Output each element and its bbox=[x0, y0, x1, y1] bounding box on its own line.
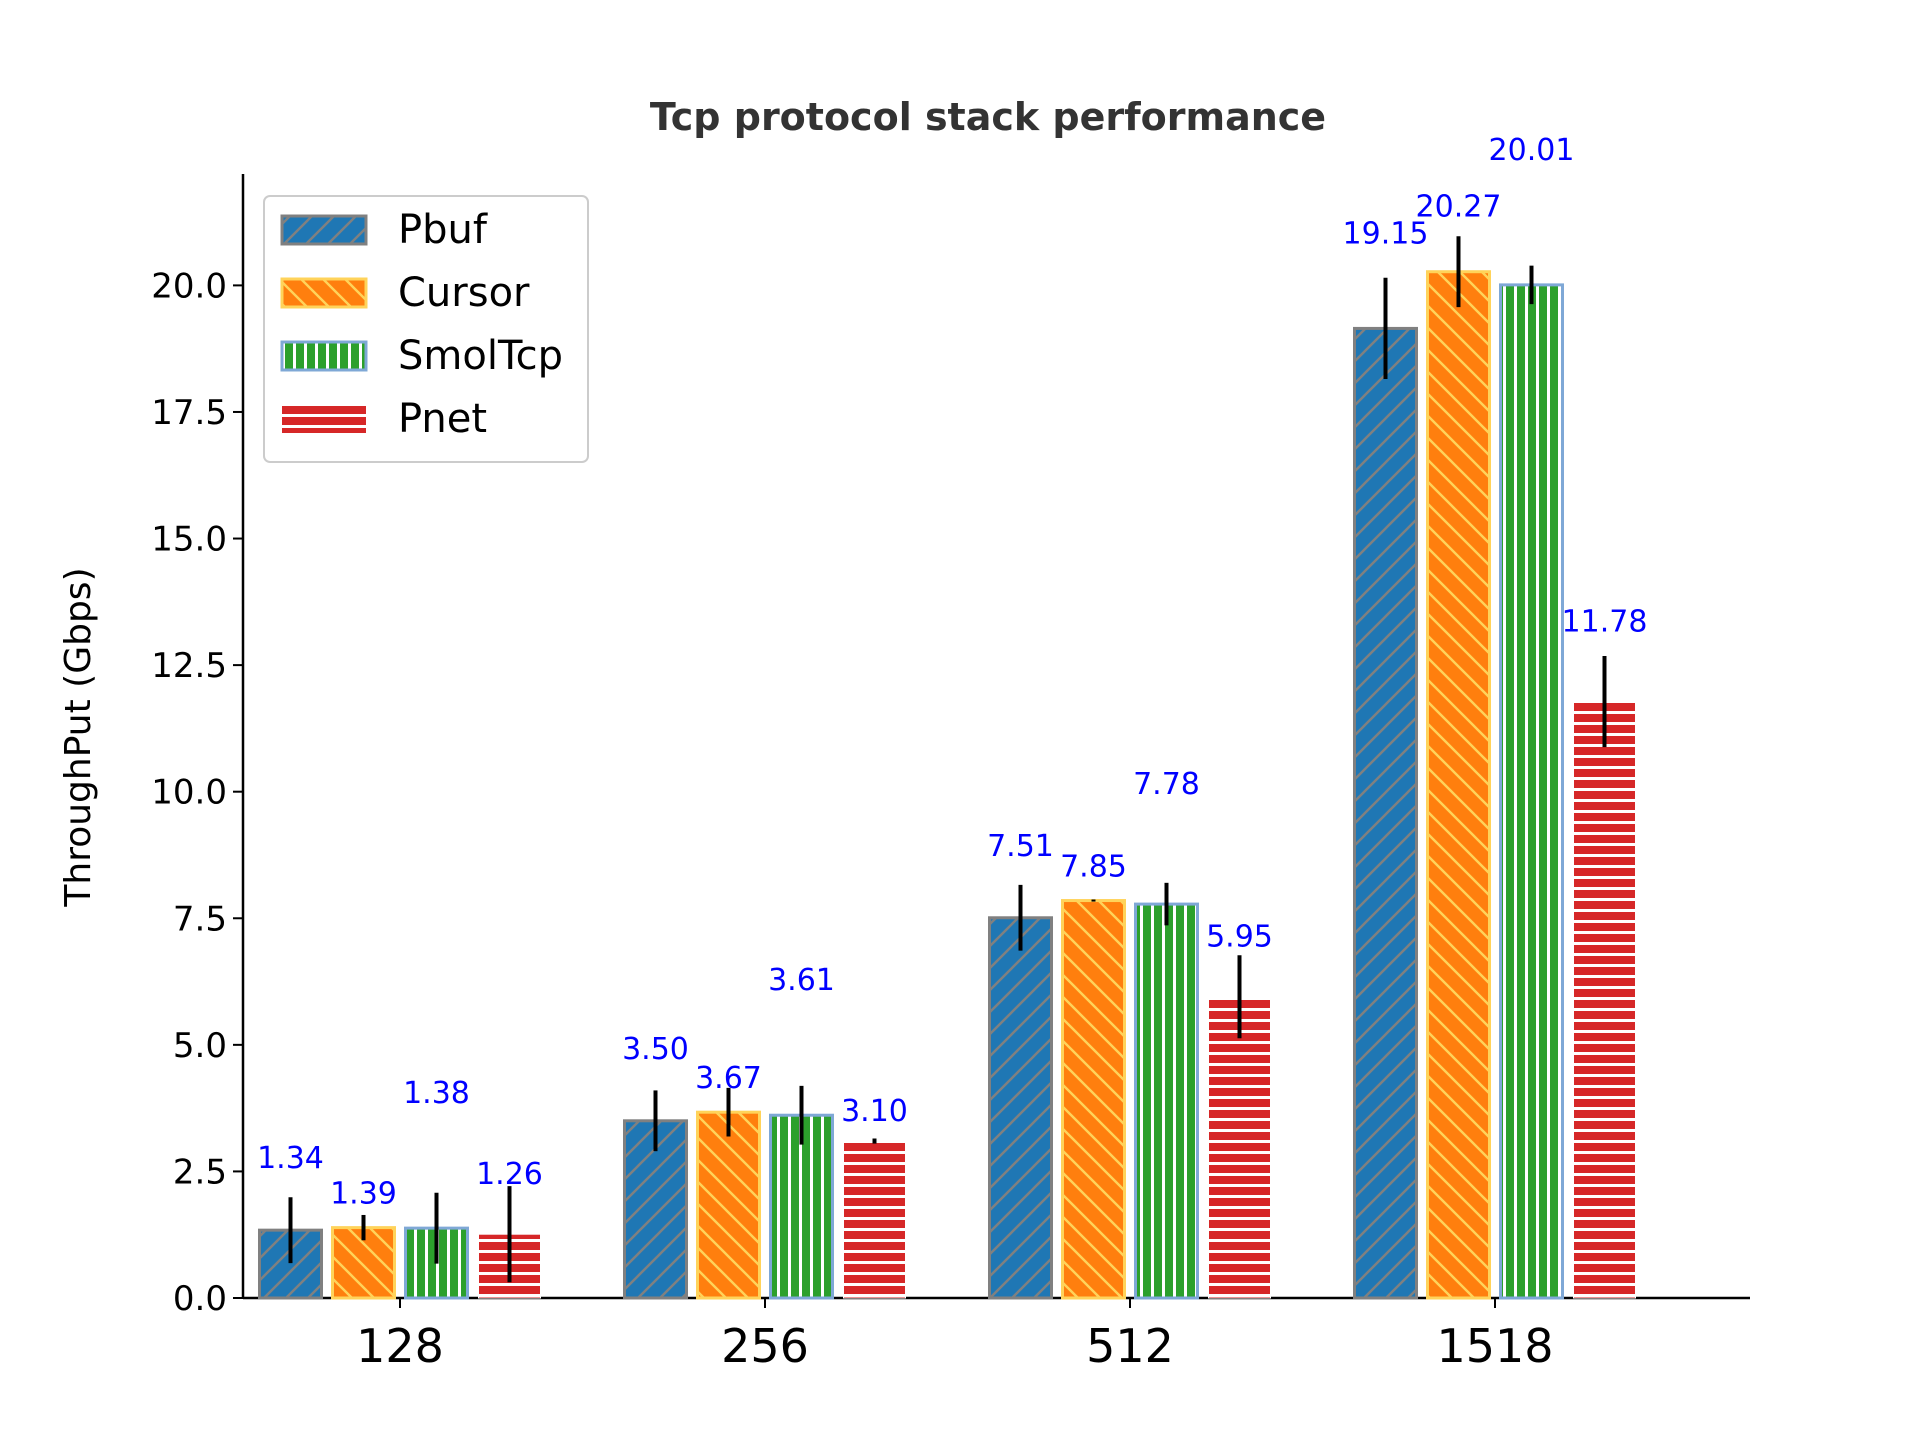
data-label: 7.78 bbox=[1133, 767, 1200, 802]
bar-pbuf-128 bbox=[258, 1228, 323, 1300]
data-label: 3.50 bbox=[622, 1032, 689, 1067]
data-label: 3.10 bbox=[841, 1094, 908, 1129]
legend-box bbox=[263, 195, 589, 463]
y-tick-label: 10.0 bbox=[151, 773, 227, 813]
data-label: 1.39 bbox=[330, 1177, 397, 1212]
legend: Pbuf Cursor SmolTcp Pnet bbox=[263, 195, 589, 463]
bar-cursor-128 bbox=[331, 1226, 396, 1300]
data-label: 3.67 bbox=[695, 1061, 762, 1096]
bar-smoltcp-512 bbox=[1134, 902, 1199, 1300]
x-tick-label: 1518 bbox=[1436, 1319, 1553, 1373]
x-tick-label: 512 bbox=[1086, 1319, 1174, 1373]
bar-smoltcp-1518 bbox=[1499, 283, 1564, 1300]
data-label: 7.85 bbox=[1060, 850, 1127, 885]
data-label: 1.26 bbox=[476, 1157, 543, 1192]
y-tick-label: 20.0 bbox=[151, 266, 227, 306]
y-tick-label: 7.5 bbox=[173, 899, 227, 939]
bar-cursor-512 bbox=[1061, 899, 1126, 1300]
plot-area: 0.0 2.5 5.0 7.5 10.0 12.5 15.0 17.5 20.0 128 256 51… bbox=[151, 133, 1750, 1373]
data-label: 20.27 bbox=[1416, 190, 1502, 225]
legend-swatch-pnet bbox=[282, 405, 366, 433]
data-label: 7.51 bbox=[987, 829, 1054, 864]
y-tick-label: 5.0 bbox=[173, 1026, 227, 1066]
bar-smoltcp-256 bbox=[769, 1113, 834, 1300]
y-tick-label: 0.0 bbox=[173, 1279, 227, 1319]
y-tick-label: 2.5 bbox=[173, 1152, 227, 1192]
bar-pbuf-512 bbox=[988, 916, 1053, 1300]
bar-pnet-1518 bbox=[1573, 701, 1636, 1299]
bar-pnet-512 bbox=[1208, 996, 1271, 1299]
legend-label-smoltcp: SmolTcp bbox=[398, 333, 563, 379]
bar-pbuf-1518 bbox=[1353, 326, 1418, 1300]
data-label: 19.15 bbox=[1343, 216, 1429, 251]
data-label: 3.61 bbox=[768, 963, 835, 998]
legend-swatch-cursor bbox=[280, 277, 368, 309]
data-label: 1.38 bbox=[403, 1076, 470, 1111]
y-tick-label: 12.5 bbox=[151, 646, 227, 686]
legend-label-pbuf: Pbuf bbox=[398, 207, 488, 253]
bar-pnet-256 bbox=[843, 1140, 906, 1299]
chart-title: Tcp protocol stack performance bbox=[650, 95, 1326, 139]
bar-cursor-256 bbox=[696, 1110, 761, 1300]
data-label: 20.01 bbox=[1489, 133, 1575, 168]
y-tick-label: 15.0 bbox=[151, 520, 227, 560]
data-label: 11.78 bbox=[1562, 605, 1648, 640]
x-tick-label: 128 bbox=[356, 1319, 444, 1373]
bar-cursor-1518 bbox=[1426, 270, 1491, 1300]
legend-swatch-smoltcp bbox=[280, 340, 368, 372]
legend-label-pnet: Pnet bbox=[398, 396, 487, 442]
data-label: 1.34 bbox=[257, 1141, 324, 1176]
legend-swatch-pbuf bbox=[280, 214, 368, 246]
data-label: 5.95 bbox=[1206, 920, 1273, 955]
x-tick-label: 256 bbox=[721, 1319, 809, 1373]
y-axis-label: ThroughPut (Gbps) bbox=[58, 567, 99, 907]
legend-label-cursor: Cursor bbox=[398, 270, 530, 316]
y-tick-label: 17.5 bbox=[151, 393, 227, 433]
